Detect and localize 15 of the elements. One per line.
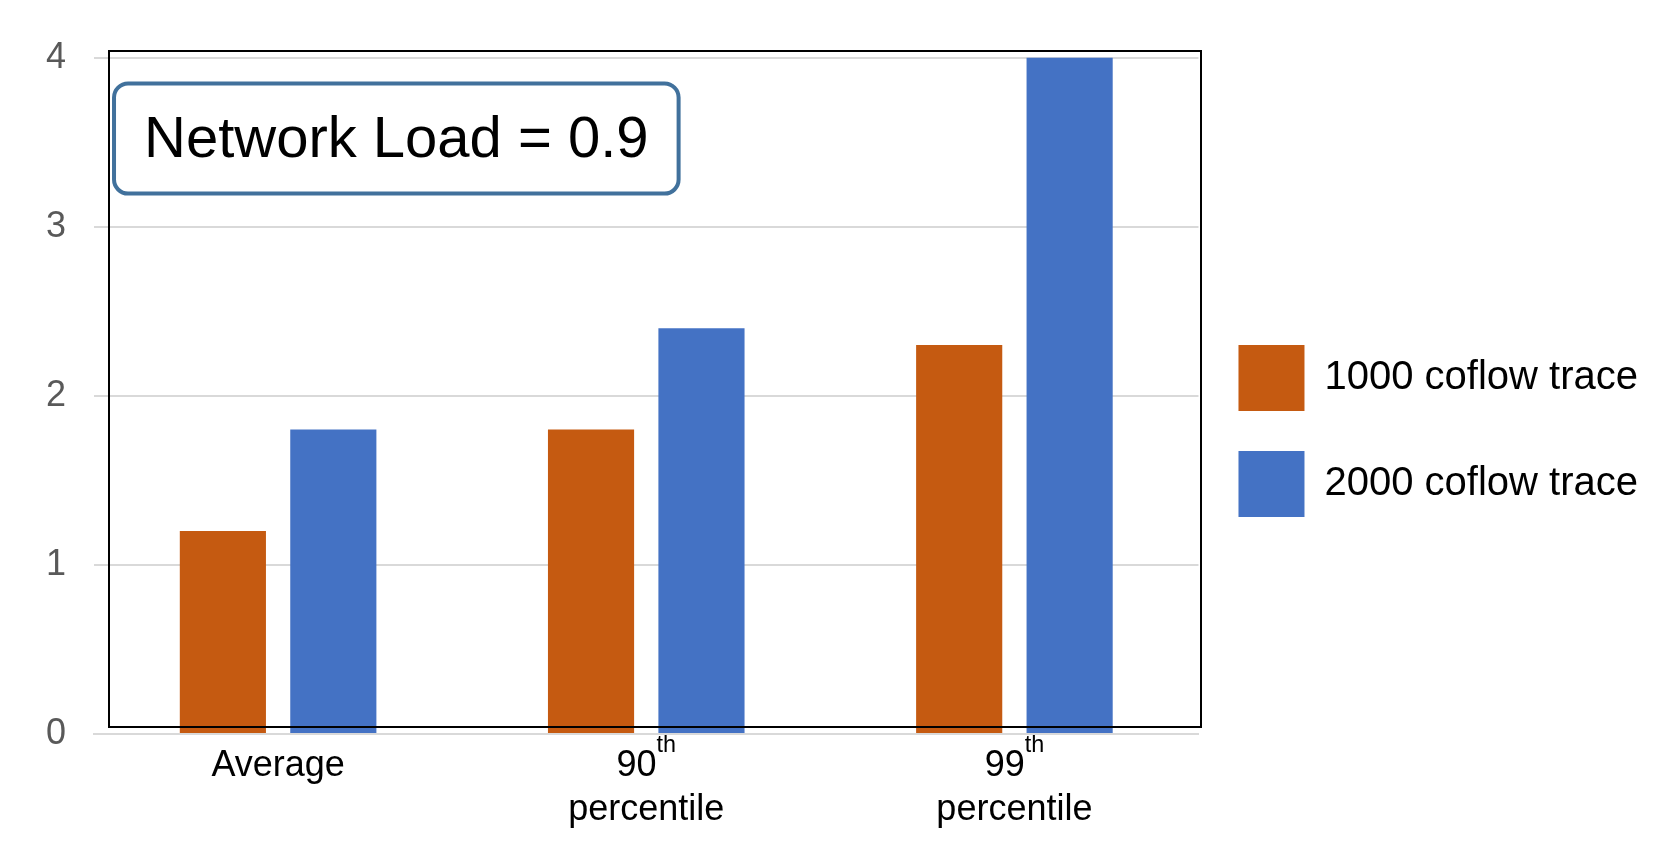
bar: [290, 429, 377, 733]
x-tick-label: Average: [211, 742, 345, 784]
legend-label: 2000 coflow trace: [1324, 459, 1638, 504]
bar: [547, 429, 635, 733]
legend-label: 1000 coflow trace: [1324, 353, 1638, 398]
y-tick-label: 4: [45, 34, 67, 76]
bar: [658, 328, 745, 733]
bar: [916, 345, 1003, 733]
y-tick-label: 1: [45, 541, 67, 583]
y-tick-label: 2: [45, 372, 67, 414]
bar: [179, 531, 266, 733]
y-tick-label: 0: [45, 710, 67, 752]
y-tick-label: 3: [45, 203, 67, 245]
annotation: Network Load = 0.9: [144, 103, 649, 169]
bar: [1026, 57, 1113, 733]
